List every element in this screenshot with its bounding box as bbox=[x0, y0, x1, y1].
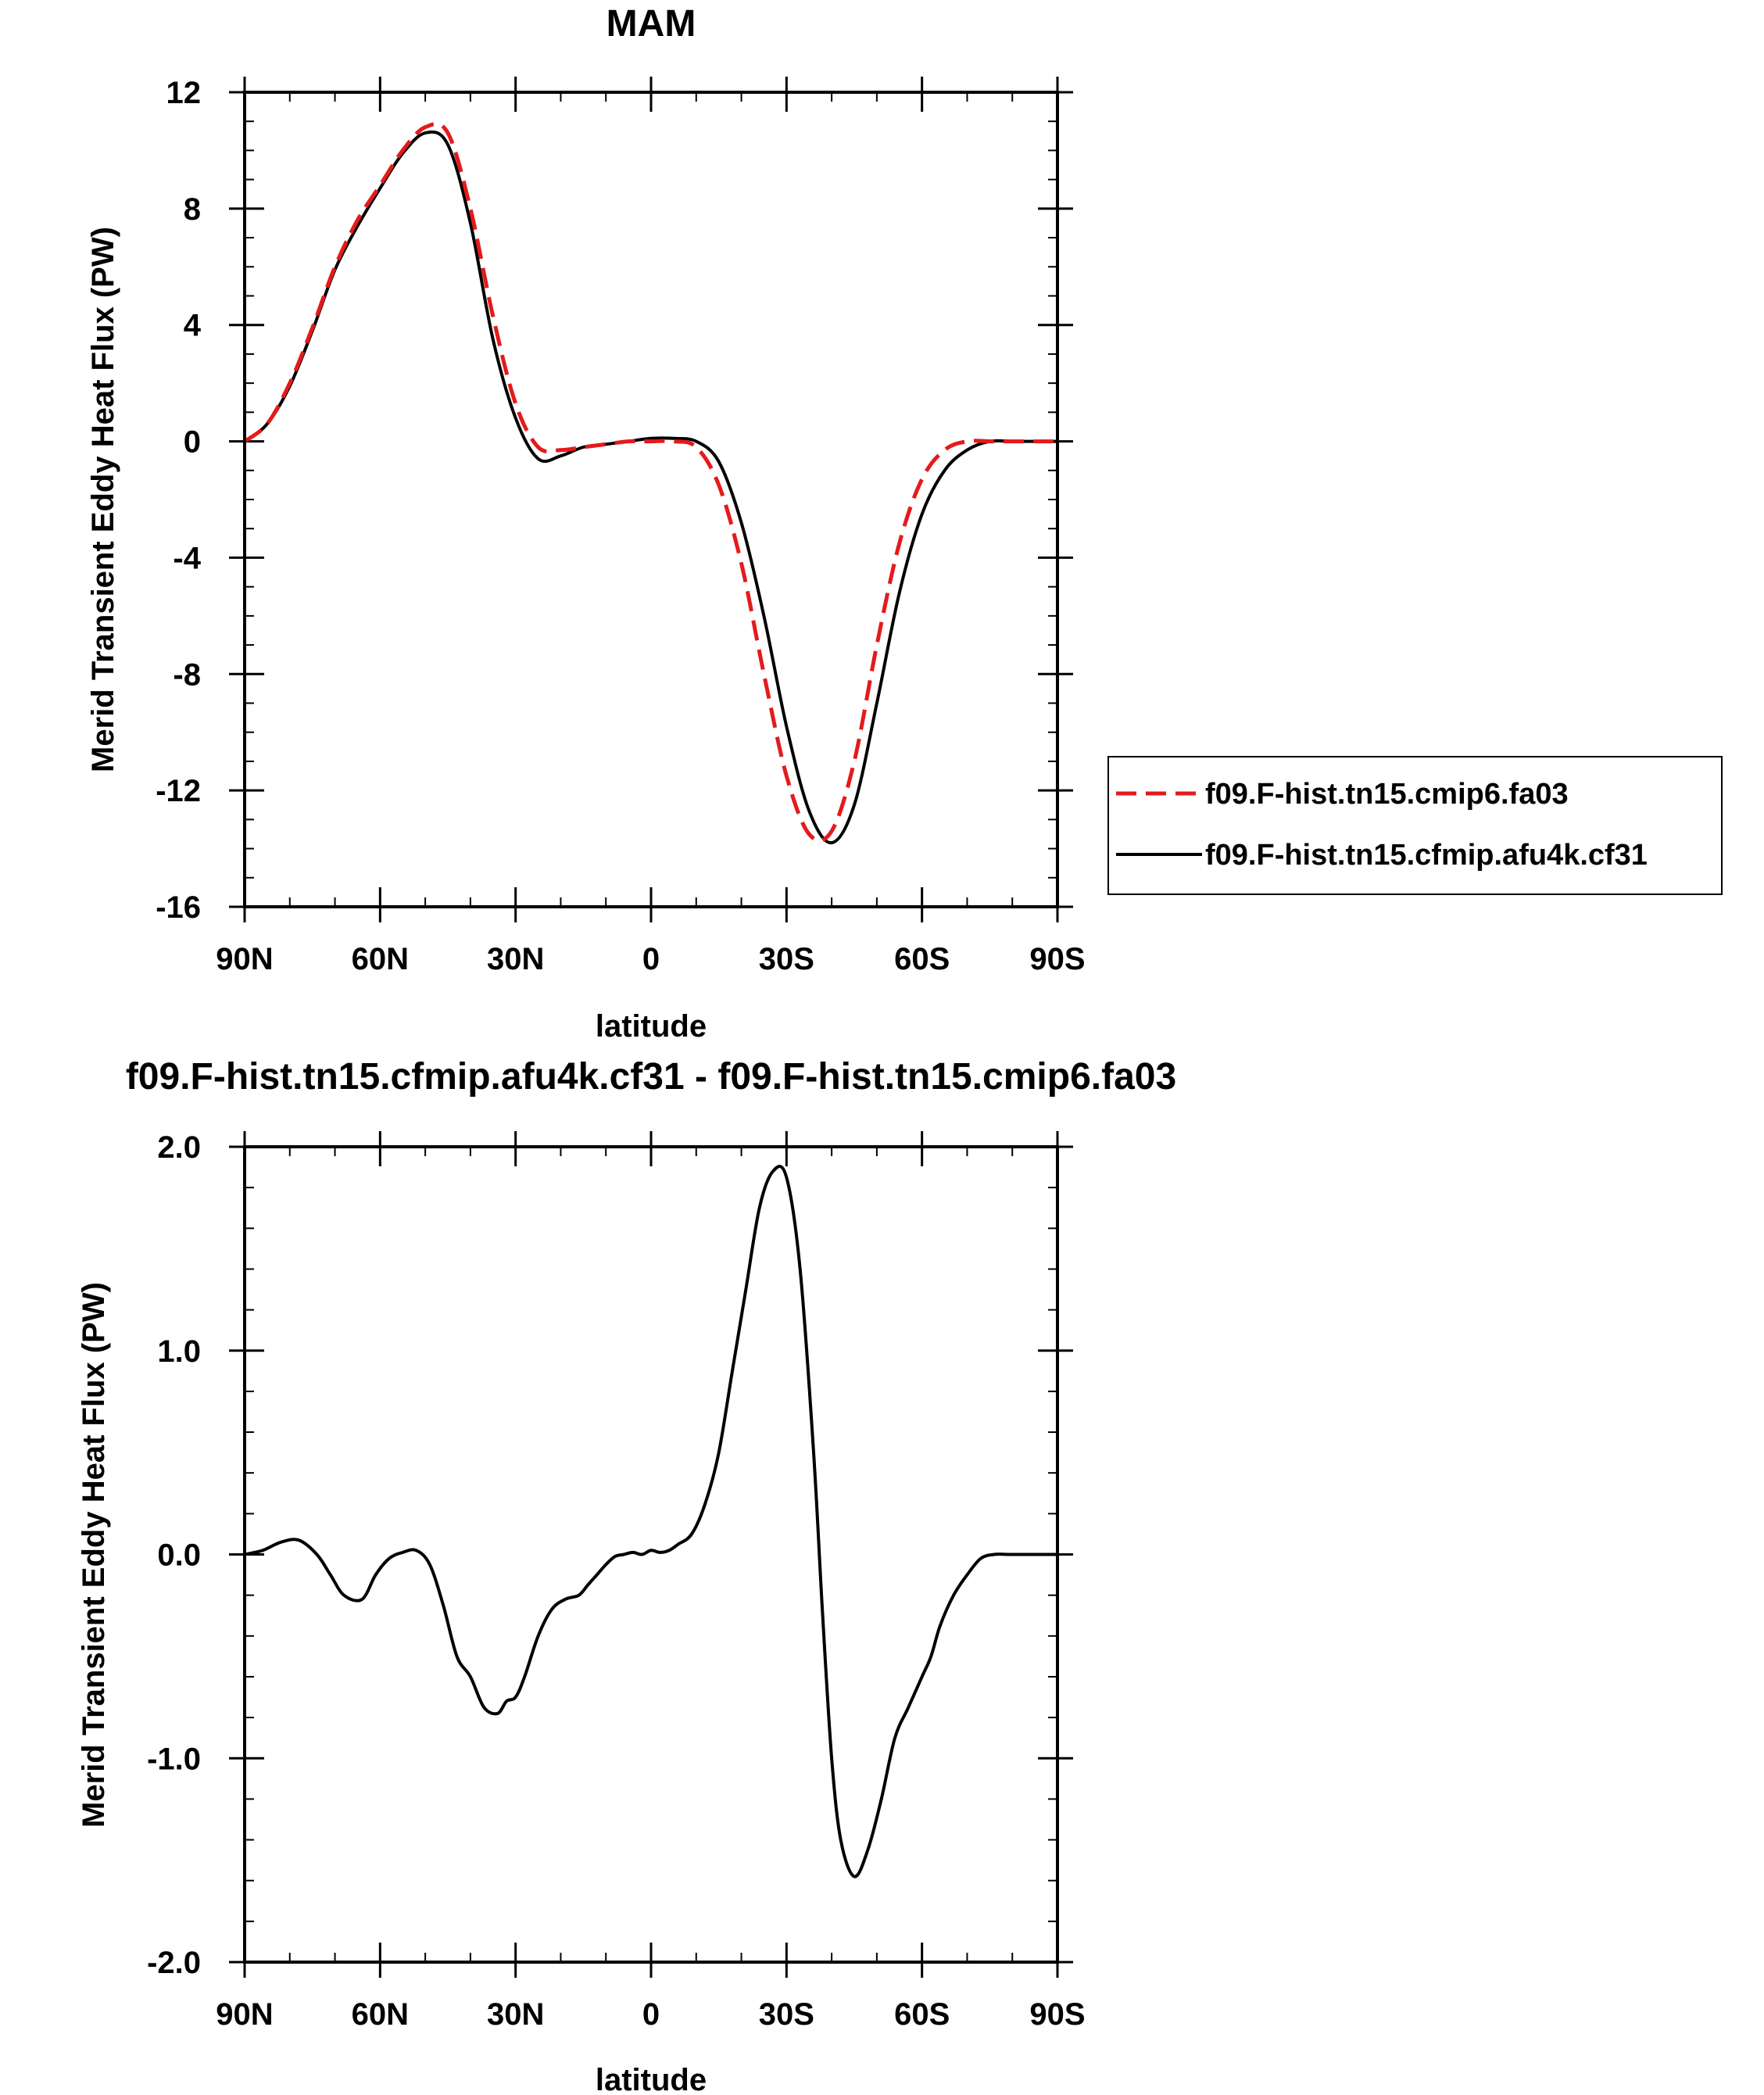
top-y-tick-label: 0 bbox=[184, 425, 201, 460]
bottom-series-line-0 bbox=[244, 1165, 1057, 1878]
legend-label-cfmip: f09.F-hist.tn15.cfmip.afu4k.cf31 bbox=[1205, 839, 1648, 872]
bottom-y-tick-label: -2.0 bbox=[147, 1946, 201, 1980]
top-x-tick-label: 90S bbox=[1029, 942, 1085, 976]
legend-label-cmip6: f09.F-hist.tn15.cmip6.fa03 bbox=[1205, 778, 1569, 811]
top-chart-ylabel: Merid Transient Eddy Heat Flux (PW) bbox=[86, 227, 120, 772]
bottom-chart-ylabel: Merid Transient Eddy Heat Flux (PW) bbox=[77, 1282, 111, 1828]
top-chart-xlabel: latitude bbox=[596, 1009, 707, 1044]
top-x-tick-label: 30N bbox=[487, 942, 544, 976]
bottom-y-tick-label: 1.0 bbox=[157, 1334, 201, 1369]
top-x-tick-label: 0 bbox=[642, 942, 660, 976]
bottom-x-tick-label: 0 bbox=[642, 1997, 660, 2032]
bottom-chart: f09.F-hist.tn15.cfmip.afu4k.cf31 - f09.F… bbox=[77, 1056, 1176, 2095]
bottom-y-tick-label: -1.0 bbox=[147, 1742, 201, 1776]
top-y-tick-label: -4 bbox=[173, 541, 201, 575]
top-chart-ticks: 90N 60N 30N 0 30S 60S 90S 12 8 4 0 -4 -8 -12 -16 bbox=[156, 76, 1085, 976]
bottom-y-tick-label: 0.0 bbox=[157, 1538, 201, 1573]
top-series-line-0 bbox=[243, 121, 1057, 843]
bottom-x-tick-label: 90S bbox=[1029, 1997, 1085, 2032]
bottom-x-tick-label: 30S bbox=[759, 1997, 814, 2032]
bottom-chart-ticks: 90N 60N 30N 0 30S 60S 90S 2.0 1.0 0.0 -1.0 -2.0 bbox=[147, 1130, 1086, 2032]
top-chart-legend: f09.F-hist.tn15.cmip6.fa03 f09.F-hist.tn… bbox=[1107, 756, 1723, 895]
bottom-x-tick-label: 60N bbox=[352, 1997, 409, 2032]
top-y-tick-label: 8 bbox=[184, 192, 201, 227]
top-y-tick-label: -12 bbox=[156, 774, 201, 808]
top-y-tick-label: 4 bbox=[184, 309, 202, 343]
top-y-tick-label: -16 bbox=[156, 890, 201, 925]
top-chart-lines bbox=[243, 121, 1057, 845]
bottom-x-tick-label: 90N bbox=[216, 1997, 273, 2032]
top-series-line-1 bbox=[243, 130, 1057, 845]
top-x-tick-label: 90N bbox=[216, 942, 273, 976]
bottom-y-tick-label: 2.0 bbox=[157, 1130, 201, 1165]
legend-box bbox=[1107, 756, 1723, 895]
top-x-tick-label: 60N bbox=[352, 942, 409, 976]
bottom-chart-xlabel: latitude bbox=[596, 2063, 707, 2095]
bottom-x-tick-label: 60S bbox=[894, 1997, 950, 2032]
top-y-tick-label: 12 bbox=[166, 76, 202, 110]
bottom-x-tick-label: 30N bbox=[487, 1997, 544, 2032]
bottom-chart-title: f09.F-hist.tn15.cfmip.afu4k.cf31 - f09.F… bbox=[126, 1056, 1176, 1098]
top-chart: MAM 90N 60N 30N 0 30S 60S 90S 12 8 4 0 -4 -8 -12 -16 l… bbox=[86, 3, 1086, 1044]
top-y-tick-label: -8 bbox=[173, 657, 201, 692]
top-chart-title: MAM bbox=[606, 3, 696, 45]
bottom-chart-lines bbox=[244, 1165, 1057, 1878]
bottom-chart-frame bbox=[243, 1145, 1059, 1964]
top-x-tick-label: 60S bbox=[894, 942, 950, 976]
top-chart-frame bbox=[243, 91, 1059, 908]
top-x-tick-label: 30S bbox=[759, 942, 814, 976]
